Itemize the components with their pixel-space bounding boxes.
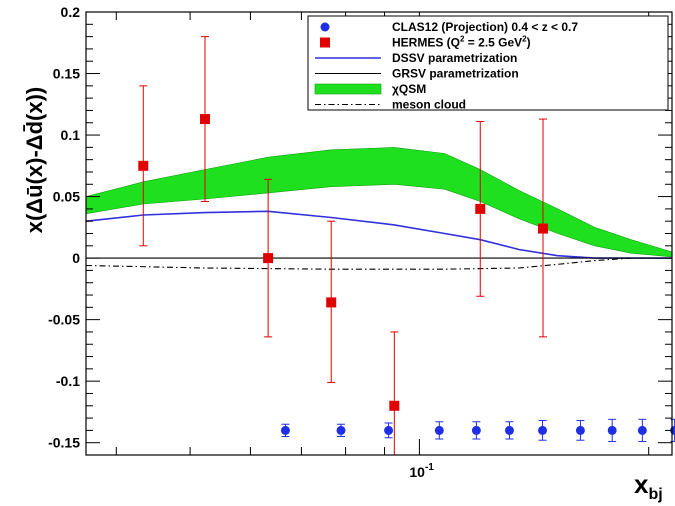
x-tick-label-base: 10 bbox=[409, 464, 425, 480]
clas12-point bbox=[538, 425, 548, 435]
clas12-point bbox=[607, 425, 617, 435]
legend-symbol-xqsm bbox=[314, 83, 382, 95]
legend-label-text: HERMES (Q bbox=[392, 36, 460, 50]
hermes-point bbox=[199, 114, 210, 125]
legend-symbol-clas12 bbox=[320, 22, 330, 32]
legend-label-text: CLAS12 (Projection) 0.4 < z < 0.7 bbox=[392, 20, 578, 34]
legend-label-superscript: 2 bbox=[522, 35, 527, 44]
legend-label-hermes: HERMES (Q2 = 2.5 GeV2) bbox=[392, 35, 531, 50]
legend-label-meson: meson cloud bbox=[392, 98, 466, 112]
legend-label-clas12: CLAS12 (Projection) 0.4 < z < 0.7 bbox=[392, 20, 578, 34]
hermes-point bbox=[537, 223, 548, 234]
x-axis-title: xbj bbox=[634, 469, 663, 503]
y-tick-label: 0 bbox=[72, 250, 80, 266]
clas12-point bbox=[434, 425, 444, 435]
hermes-point bbox=[326, 297, 337, 308]
x-axis-title-sub: bj bbox=[648, 486, 662, 503]
hermes-point bbox=[389, 400, 400, 411]
y-tick-label: 0.2 bbox=[61, 4, 81, 20]
hermes-point bbox=[138, 160, 149, 171]
legend-label-grsv: GRSV parametrization bbox=[392, 67, 519, 81]
y-tick-label: 0.15 bbox=[53, 66, 80, 82]
y-tick-label: 0.1 bbox=[61, 127, 81, 143]
legend-label-text: meson cloud bbox=[392, 98, 466, 112]
legend-label-dssv: DSSV parametrization bbox=[392, 51, 517, 65]
legend-label-superscript: 2 bbox=[460, 35, 465, 44]
clas12-point bbox=[637, 425, 647, 435]
y-tick-label: -0.05 bbox=[48, 312, 80, 328]
xqsm-band bbox=[85, 147, 673, 258]
clas12-point bbox=[280, 425, 290, 435]
y-tick-label: -0.15 bbox=[48, 435, 80, 451]
legend-label-xqsm: χQSM bbox=[392, 82, 426, 96]
y-tick-label: -0.1 bbox=[56, 373, 80, 389]
clas12-point bbox=[384, 425, 394, 435]
y-axis-title: x(Δū(x)-Δd̄(x)) bbox=[22, 87, 47, 234]
legend-label-text: χQSM bbox=[392, 82, 426, 96]
meson-line bbox=[85, 257, 672, 270]
hermes-point bbox=[475, 203, 486, 214]
y-tick-label: 0.05 bbox=[53, 189, 80, 205]
legend-label-text: ) bbox=[527, 36, 531, 50]
legend-symbol-hermes bbox=[320, 37, 330, 48]
x-axis-title-main: x bbox=[634, 469, 649, 499]
clas12-point bbox=[471, 425, 481, 435]
legend-label-text: DSSV parametrization bbox=[392, 51, 517, 65]
clas12-point bbox=[504, 425, 514, 435]
hermes-point bbox=[263, 253, 274, 264]
legend-label-text: GRSV parametrization bbox=[392, 67, 519, 81]
x-tick-label: 10-1 bbox=[409, 462, 434, 480]
legend-box bbox=[307, 15, 669, 111]
clas12-point bbox=[336, 425, 346, 435]
clas12-point bbox=[575, 425, 585, 435]
legend: CLAS12 (Projection) 0.4 < z < 0.7HERMES … bbox=[307, 15, 669, 112]
x-tick-label-exp: -1 bbox=[425, 462, 434, 473]
legend-label-text: = 2.5 GeV bbox=[464, 36, 522, 50]
